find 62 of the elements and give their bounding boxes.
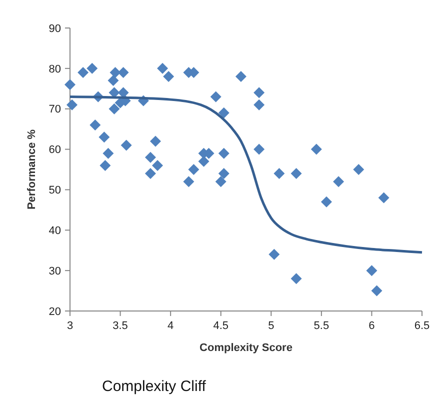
- point: [218, 168, 230, 180]
- point: [274, 168, 285, 180]
- x-tick-label: 5: [268, 320, 274, 332]
- point: [98, 132, 110, 143]
- point: [333, 176, 344, 188]
- point: [78, 66, 89, 78]
- point: [218, 148, 230, 159]
- point: [188, 164, 200, 175]
- point: [144, 152, 156, 163]
- point: [163, 71, 174, 82]
- point: [108, 75, 119, 86]
- y-axis-title: Performance %: [26, 129, 38, 210]
- point: [215, 176, 226, 188]
- x-tick-label: 3.5: [112, 320, 128, 332]
- x-tick-label: 5.5: [314, 320, 330, 332]
- point: [183, 176, 194, 188]
- y-tick-label: 60: [48, 144, 61, 156]
- line-series: [68, 95, 424, 254]
- point: [290, 168, 302, 180]
- point: [198, 156, 210, 167]
- x-tick-label: 4: [168, 320, 174, 332]
- y-tick-label: 90: [48, 22, 61, 35]
- x-axis-title: Complexity Score: [200, 342, 292, 354]
- point: [157, 62, 168, 74]
- point: [150, 136, 161, 147]
- point: [353, 164, 364, 175]
- y-tick-label: 80: [48, 63, 61, 76]
- y-tick-label: 30: [48, 265, 61, 278]
- x-tick-label: 6.5: [414, 320, 430, 332]
- y-tick-label: 40: [48, 224, 61, 237]
- x-tick-label: 4.5: [213, 320, 229, 332]
- point: [90, 120, 101, 131]
- point: [110, 66, 121, 78]
- point: [108, 103, 120, 114]
- point: [100, 160, 111, 171]
- point: [235, 71, 246, 82]
- point: [310, 144, 322, 155]
- point: [218, 107, 230, 118]
- x-tick-label: 6: [368, 320, 375, 332]
- point: [152, 160, 163, 171]
- point: [254, 144, 265, 155]
- point: [102, 148, 114, 159]
- y-tick-label: 70: [48, 104, 61, 116]
- point: [66, 99, 78, 110]
- point: [290, 273, 302, 284]
- point: [378, 192, 390, 204]
- point: [118, 66, 129, 78]
- point: [64, 79, 76, 90]
- point: [254, 87, 265, 98]
- point: [210, 91, 222, 102]
- point: [366, 265, 378, 276]
- point: [254, 99, 265, 110]
- text: Complexity Cliff: [102, 378, 207, 395]
- point: [268, 248, 280, 260]
- x-tick-label: 3: [66, 320, 74, 332]
- point: [371, 285, 382, 296]
- point: [320, 196, 332, 208]
- y-tick-label: 50: [48, 184, 61, 197]
- point: [144, 168, 156, 180]
- point: [120, 140, 132, 151]
- point: [86, 62, 98, 74]
- y-tick-label: 20: [48, 306, 61, 318]
